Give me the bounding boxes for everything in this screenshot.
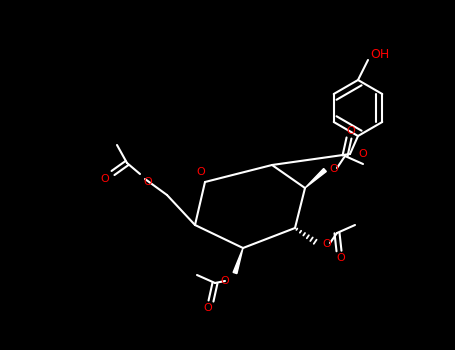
Polygon shape (233, 248, 243, 274)
Polygon shape (305, 168, 326, 188)
Text: O: O (197, 167, 205, 177)
Text: OH: OH (370, 48, 389, 61)
Text: O: O (144, 177, 152, 187)
Text: O: O (101, 174, 109, 184)
Text: O: O (347, 126, 355, 136)
Text: O: O (337, 253, 345, 263)
Text: O: O (359, 149, 367, 159)
Text: O: O (221, 276, 229, 286)
Text: O: O (329, 164, 339, 174)
Text: O: O (204, 303, 212, 313)
Text: O: O (323, 239, 331, 249)
